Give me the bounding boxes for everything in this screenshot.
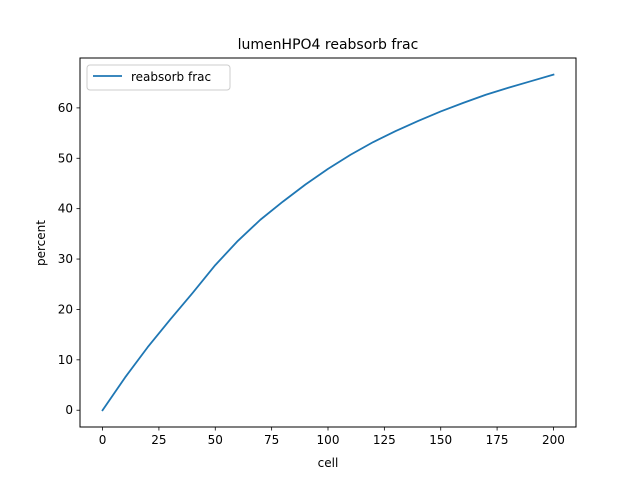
y-tick-label: 60 <box>58 101 73 115</box>
x-tick-label: 200 <box>542 433 565 447</box>
y-tick-label: 40 <box>58 202 73 216</box>
legend-box <box>86 64 231 91</box>
y-tick-label: 30 <box>58 252 73 266</box>
y-tick-label: 10 <box>58 353 73 367</box>
legend: reabsorb frac <box>86 64 231 91</box>
y-axis-ticks: 0 10 20 30 40 50 60 <box>58 101 80 417</box>
y-tick-label: 0 <box>65 403 73 417</box>
x-axis-ticks: 0 25 50 75 100 125 150 175 200 <box>99 427 565 447</box>
x-tick-label: 125 <box>373 433 396 447</box>
y-axis-label: percent <box>34 220 48 266</box>
x-tick-label: 50 <box>208 433 223 447</box>
plot-area <box>80 58 576 427</box>
y-tick-label: 20 <box>58 302 73 316</box>
y-tick-label: 50 <box>58 151 73 165</box>
x-tick-label: 75 <box>264 433 279 447</box>
x-tick-label: 175 <box>486 433 509 447</box>
x-tick-label: 100 <box>317 433 340 447</box>
series-layer <box>101 73 555 412</box>
legend-label: reabsorb frac <box>131 70 211 84</box>
x-tick-label: 25 <box>151 433 166 447</box>
x-tick-label: 0 <box>99 433 107 447</box>
plot-frame <box>79 57 577 428</box>
series-line <box>101 73 555 412</box>
x-tick-label: 150 <box>429 433 452 447</box>
x-axis-label: cell <box>318 456 339 470</box>
chart-title: lumenHPO4 reabsorb frac <box>238 37 419 53</box>
